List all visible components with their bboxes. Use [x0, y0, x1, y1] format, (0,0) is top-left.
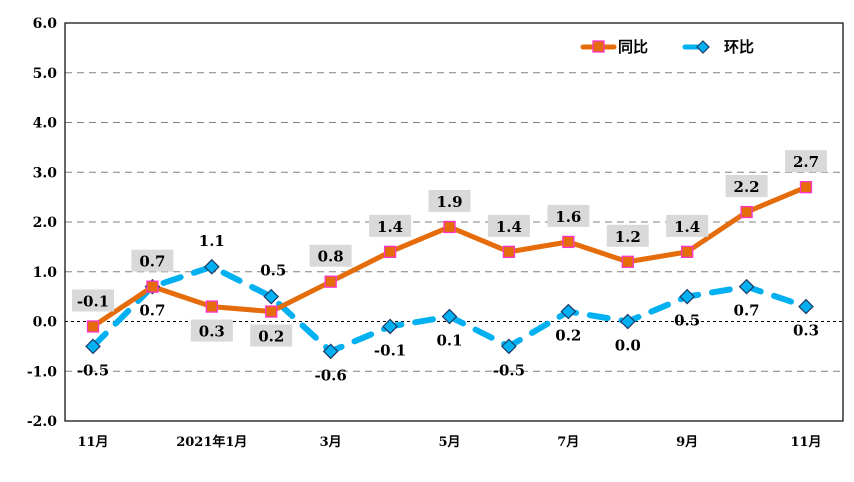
yoy-data-label: 1.6	[555, 208, 581, 226]
yoy-point	[265, 305, 278, 318]
x-tick-label: 11月	[790, 435, 821, 450]
y-tick-label: -1.0	[27, 364, 57, 380]
x-tick-label: 2021年1月	[176, 434, 247, 450]
yoy-data-label-box	[785, 150, 827, 173]
yoy-point	[205, 300, 218, 313]
yoy-data-label-box	[606, 224, 649, 247]
legend: 同比 环比	[580, 38, 754, 56]
yoy-data-label: 1.2	[615, 228, 641, 246]
yoy-data-label: 1.4	[496, 218, 522, 236]
yoy-data-label-box	[547, 204, 590, 227]
yoy-data-label: 1.4	[377, 218, 403, 236]
x-tick-label: 5月	[438, 435, 460, 450]
mom-data-label: 0.0	[615, 337, 641, 355]
mom-data-label: 0.7	[139, 302, 165, 320]
legend-square-marker-icon	[592, 40, 605, 53]
yoy-point	[799, 181, 813, 194]
x-tick-label: 3月	[320, 435, 342, 450]
mom-point	[85, 338, 101, 355]
mom-data-label: 0.7	[734, 302, 760, 320]
mom-data-label: 0.5	[260, 262, 286, 280]
x-tick-label: 9月	[676, 435, 698, 450]
yoy-point	[621, 255, 634, 268]
x-tick-label: 11月	[77, 435, 108, 450]
mom-data-label: 0.2	[555, 327, 581, 345]
y-tick-label: -2.0	[27, 414, 57, 430]
y-tick-label: 3.0	[33, 165, 58, 181]
yoy-data-label-box	[428, 189, 471, 212]
yoy-data-label-box	[666, 214, 709, 237]
yoy-point	[86, 320, 100, 333]
yoy-data-label-box	[190, 319, 233, 342]
mom-data-label: -0.5	[493, 361, 525, 379]
series	[85, 181, 814, 360]
mom-data-label: -0.6	[315, 366, 347, 384]
yoy-point	[681, 245, 694, 259]
yoy-point	[383, 245, 397, 259]
y-tick-label: 5.0	[33, 66, 58, 82]
mom-point	[619, 313, 636, 330]
mom-point	[501, 338, 517, 355]
yoy-data-label-box	[487, 214, 530, 237]
mom-point	[322, 343, 339, 360]
data-labels: -0.1 0.7 0.3 0.2 0.8 1.4 1.9 1.4 1.6 1.2 1.4 2.2 2.7…	[72, 150, 827, 384]
y-tick-label: 4.0	[33, 116, 58, 132]
yoy-data-label: 0.2	[258, 328, 284, 346]
yoy-point	[146, 280, 159, 293]
mom-point	[679, 288, 696, 305]
yoy-data-label: 1.4	[674, 218, 700, 236]
mom-point	[382, 318, 398, 335]
x-axis: 11月 2021年1月 3月 5月 7月 9月 11月	[77, 434, 821, 450]
y-axis: -2.0 -1.0 0.0 1.0 2.0 3.0 4.0 5.0 6.0	[27, 16, 57, 430]
yoy-point	[324, 275, 337, 288]
yoy-data-label: 2.2	[734, 178, 760, 196]
yoy-data-label-box	[309, 244, 352, 267]
gridlines	[65, 72, 843, 372]
mom-point	[203, 258, 220, 275]
yoy-data-label: 2.7	[793, 153, 819, 171]
yoy-point	[740, 205, 753, 219]
yoy-data-label: 0.3	[199, 323, 225, 341]
plot-area-border	[64, 22, 844, 422]
x-tick-label: 7月	[557, 435, 579, 450]
yoy-data-label-box	[250, 324, 293, 347]
mom-point	[560, 303, 577, 320]
yoy-data-label-box	[725, 175, 768, 198]
legend-item-yoy[interactable]: 同比	[580, 38, 648, 56]
mom-data-label: 0.5	[674, 312, 700, 330]
yoy-point	[443, 220, 456, 234]
mom-point	[441, 308, 458, 325]
yoy-data-label: -0.1	[77, 292, 109, 310]
y-tick-label: 2.0	[33, 215, 58, 231]
yoy-point	[502, 245, 516, 259]
yoy-data-label-box	[72, 289, 114, 312]
mom-data-label: 0.1	[436, 332, 462, 350]
y-tick-label: 1.0	[33, 265, 58, 281]
yoy-data-label-box	[131, 249, 174, 272]
legend-item-mom[interactable]: 环比	[682, 38, 754, 56]
legend-label-yoy: 同比	[618, 38, 648, 56]
yoy-data-label-box	[369, 214, 412, 237]
yoy-point	[562, 235, 575, 249]
yoy-data-label: 0.7	[139, 253, 165, 271]
y-tick-label: 6.0	[33, 16, 58, 32]
legend-diamond-marker-icon	[696, 40, 710, 54]
mom-data-label: 1.1	[199, 232, 225, 250]
legend-label-mom: 环比	[724, 38, 754, 56]
yoy-data-label: 1.9	[436, 193, 462, 211]
yoy-data-label: 0.8	[318, 248, 344, 266]
mom-data-label: -0.1	[374, 341, 406, 359]
y-tick-label: 0.0	[33, 315, 58, 331]
mom-point	[263, 288, 280, 305]
mom-data-label: 0.3	[793, 322, 819, 340]
mom-data-label: -0.5	[77, 361, 109, 379]
mom-point	[798, 298, 814, 315]
mom-point	[738, 278, 755, 295]
